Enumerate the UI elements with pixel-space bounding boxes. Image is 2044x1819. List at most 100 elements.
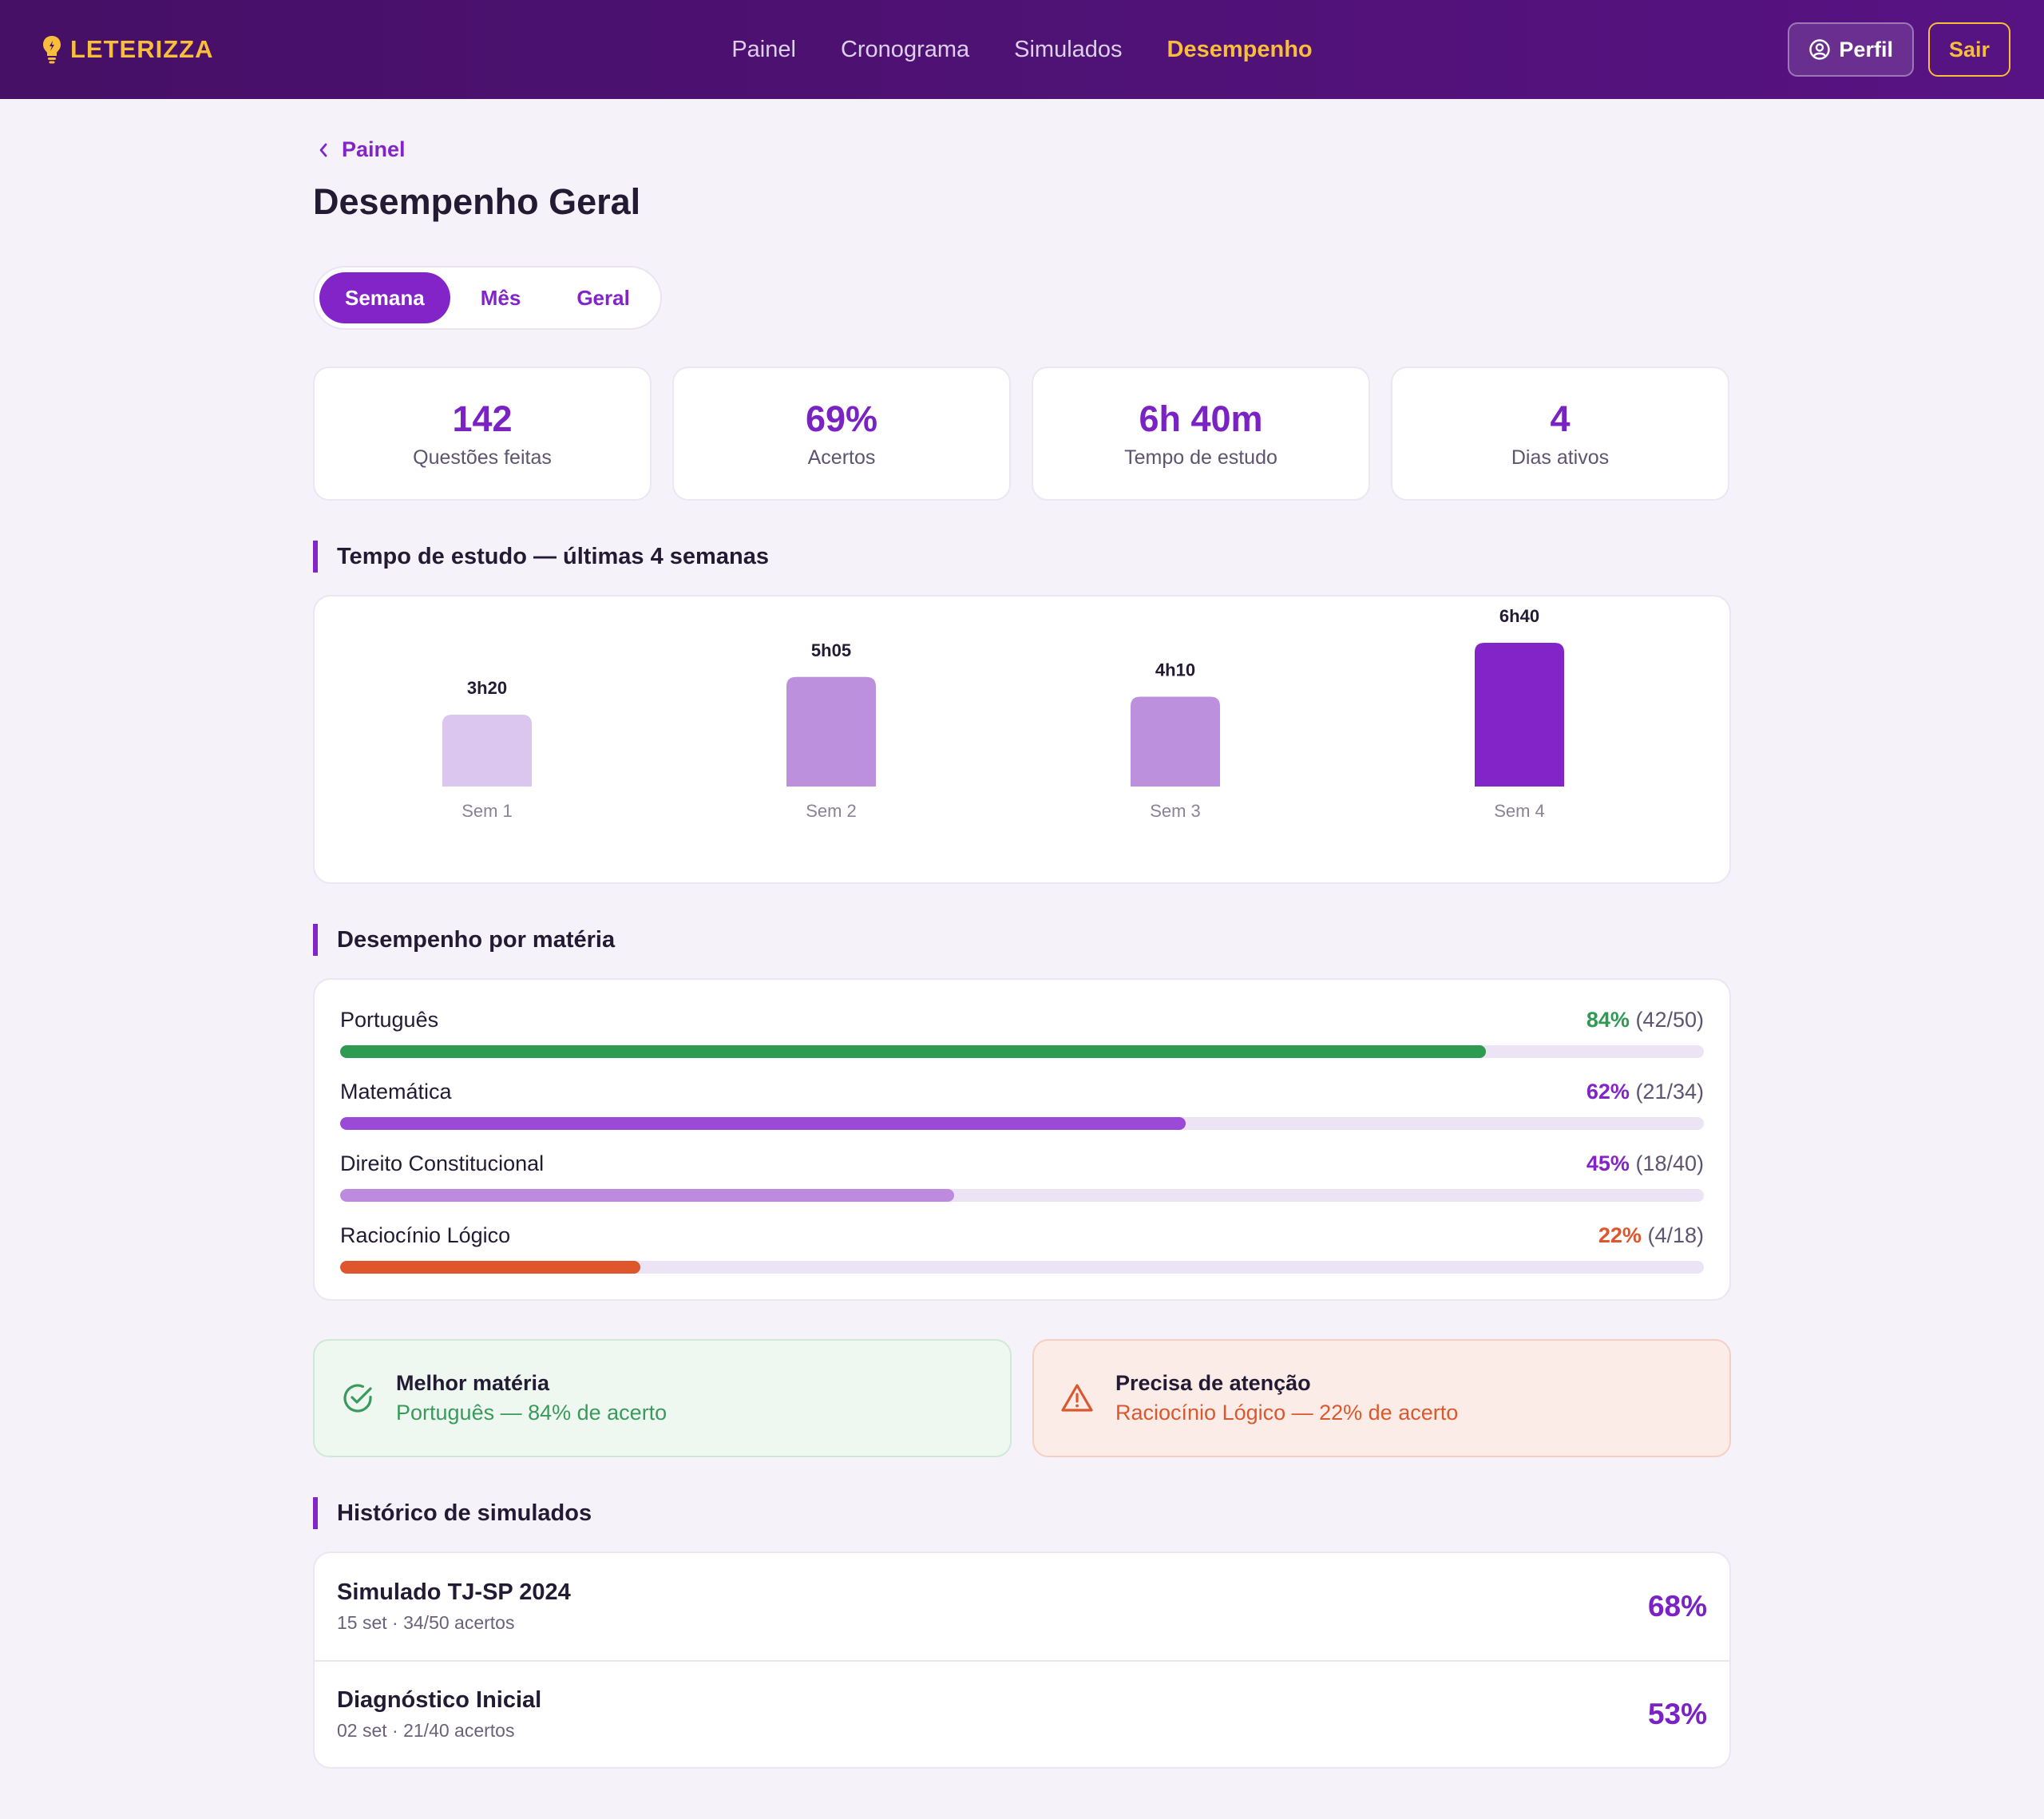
stat-card-questoes: 142 Questões feitas	[313, 367, 652, 501]
logo[interactable]: LETERIZZA	[42, 34, 214, 65]
period-tabs: Semana Mês Geral	[313, 266, 662, 330]
attention-subject-text: Raciocínio Lógico — 22% de acerto	[1115, 1401, 1459, 1425]
tab-geral[interactable]: Geral	[576, 285, 630, 310]
subject-score: 22% (4/18)	[1598, 1223, 1704, 1248]
progress-track	[340, 1117, 1704, 1130]
main-nav: Painel Cronograma Simulados Desempenho	[0, 0, 2044, 99]
history-row[interactable]: Diagnóstico Inicial 02 set · 21/40 acert…	[315, 1660, 1729, 1767]
progress-fill	[340, 1117, 1186, 1130]
profile-button-label: Perfil	[1839, 37, 1893, 61]
best-subject-title: Melhor matéria	[396, 1371, 550, 1395]
history-score: 68%	[1647, 1590, 1707, 1623]
subject-score: 62% (21/34)	[1586, 1080, 1704, 1104]
section-title-subjects: Desempenho por matéria	[313, 924, 1731, 956]
subject-row-raciocinio-logico: Raciocínio Lógico 22% (4/18)	[340, 1219, 1704, 1274]
study-time-bar-chart: 3h20 Sem 1 5h05 Sem 2 4h10 Sem 3 6h40 Sem 4	[442, 606, 1564, 821]
stat-card-acertos: 69% Acertos	[672, 367, 1011, 501]
subject-row-portugues: Português 84% (42/50)	[340, 1004, 1704, 1058]
user-circle-icon	[1809, 39, 1831, 60]
chart-category-label: Sem 1	[461, 801, 513, 821]
chart-value-label: 6h40	[1499, 606, 1539, 626]
section-title-history: Histórico de simulados	[313, 1497, 1731, 1529]
subject-count: (42/50)	[1635, 1007, 1704, 1032]
subject-name: Raciocínio Lógico	[340, 1223, 511, 1247]
chevron-left-icon	[319, 143, 327, 157]
subject-pct: 84%	[1586, 1007, 1630, 1032]
progress-track	[340, 1261, 1704, 1274]
chart-value-label: 3h20	[467, 678, 507, 698]
best-subject-text: Português — 84% de acerto	[396, 1401, 667, 1425]
progress-track	[340, 1045, 1704, 1058]
subject-score: 45% (18/40)	[1586, 1151, 1704, 1176]
page-title: Desempenho Geral	[313, 181, 641, 222]
progress-fill	[340, 1189, 954, 1202]
stat-card-dias: 4 Dias ativos	[1391, 367, 1729, 501]
breadcrumb-label: Painel	[342, 137, 406, 161]
nav-item-desempenho[interactable]: Desempenho	[1167, 36, 1313, 62]
subject-name: Direito Constitucional	[340, 1151, 545, 1175]
progress-fill	[340, 1045, 1486, 1058]
progress-fill	[340, 1261, 640, 1274]
subject-pct: 45%	[1586, 1151, 1630, 1175]
stat-label: Tempo de estudo	[1124, 446, 1278, 469]
nav-item-painel[interactable]: Painel	[731, 36, 796, 62]
chart-bar-4	[1475, 643, 1564, 787]
history-card: Simulado TJ-SP 2024 15 set · 34/50 acert…	[313, 1552, 1731, 1769]
top-navbar: LETERIZZA Painel Cronograma Simulados De…	[0, 0, 2044, 99]
stat-value: 69%	[805, 398, 878, 439]
main-content: Painel Desempenho Geral Semana Mês Geral…	[313, 99, 1731, 1769]
stat-card-tempo: 6h 40m Tempo de estudo	[1032, 367, 1370, 501]
history-meta: 15 set · 34/50 acertos	[337, 1612, 515, 1633]
chart-value-label: 4h10	[1155, 660, 1195, 680]
nav-item-simulados[interactable]: Simulados	[1014, 36, 1123, 62]
subject-name: Matemática	[340, 1079, 452, 1104]
history-name: Simulado TJ-SP 2024	[337, 1579, 571, 1605]
history-score: 53%	[1647, 1698, 1707, 1730]
nav-item-cronograma[interactable]: Cronograma	[840, 36, 970, 62]
tab-semana[interactable]: Semana	[319, 272, 450, 323]
stat-value: 142	[452, 398, 513, 439]
stat-value: 4	[1550, 398, 1571, 439]
subject-name: Português	[340, 1007, 439, 1032]
attention-subject-card: Precisa de atenção Raciocínio Lógico — 2…	[1032, 1339, 1731, 1457]
chart-bar-3	[1131, 696, 1220, 787]
insights-row: Melhor matéria Português — 84% de acerto…	[313, 1339, 1731, 1457]
tab-mes[interactable]: Mês	[480, 285, 521, 310]
stat-value: 6h 40m	[1139, 398, 1263, 439]
subject-pct: 62%	[1586, 1079, 1630, 1104]
stat-label: Dias ativos	[1511, 446, 1610, 469]
history-meta: 02 set · 21/40 acertos	[337, 1720, 515, 1741]
history-name: Diagnóstico Inicial	[337, 1687, 542, 1713]
best-subject-card: Melhor matéria Português — 84% de acerto	[313, 1339, 1012, 1457]
subject-count: (18/40)	[1635, 1151, 1704, 1175]
profile-button[interactable]: Perfil	[1788, 22, 1914, 77]
warning-triangle-icon	[1061, 1384, 1093, 1412]
subjects-card: Português 84% (42/50) Matemática 62% (21…	[313, 978, 1731, 1301]
subject-row-direito-constitucional: Direito Constitucional 45% (18/40)	[340, 1147, 1704, 1202]
lightbulb-icon	[43, 36, 61, 64]
check-circle-icon	[343, 1384, 372, 1413]
breadcrumb-back-link[interactable]: Painel	[313, 137, 1731, 162]
stat-label: Acertos	[807, 446, 876, 469]
chart-category-label: Sem 2	[806, 801, 857, 821]
logout-button[interactable]: Sair	[1927, 22, 2010, 77]
subject-row-matematica: Matemática 62% (21/34)	[340, 1076, 1704, 1130]
chart-value-label: 5h05	[811, 640, 851, 660]
chart-category-label: Sem 3	[1150, 801, 1201, 821]
header-actions: Perfil Sair	[1788, 22, 2010, 77]
history-row[interactable]: Simulado TJ-SP 2024 15 set · 34/50 acert…	[315, 1553, 1729, 1660]
subject-count: (21/34)	[1635, 1079, 1704, 1104]
attention-subject-title: Precisa de atenção	[1115, 1371, 1311, 1395]
chart-bar-1	[442, 715, 532, 787]
stats-row: 142 Questões feitas 69% Acertos 6h 40m T…	[313, 367, 1731, 501]
subject-pct: 22%	[1598, 1223, 1642, 1247]
logout-button-label: Sair	[1948, 37, 1990, 61]
progress-track	[340, 1189, 1704, 1202]
study-time-chart-card: 3h20 Sem 1 5h05 Sem 2 4h10 Sem 3 6h40 Sem 4	[313, 595, 1731, 884]
chart-bar-2	[786, 676, 876, 787]
stat-label: Questões feitas	[413, 446, 552, 469]
chart-category-label: Sem 4	[1494, 801, 1545, 821]
section-title-study-time: Tempo de estudo — últimas 4 semanas	[313, 541, 1731, 573]
subject-count: (4/18)	[1647, 1223, 1704, 1247]
logo-text: LETERIZZA	[70, 35, 214, 63]
